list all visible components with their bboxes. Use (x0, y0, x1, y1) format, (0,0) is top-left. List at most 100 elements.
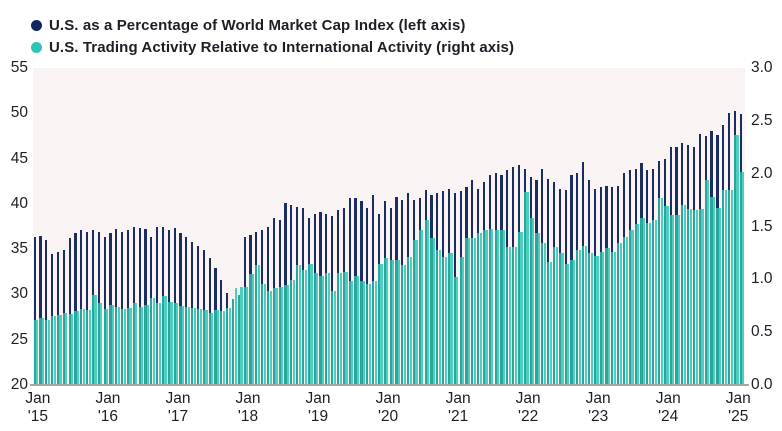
bar-trading-activity-111 (683, 205, 687, 385)
x-axis-tick-Jan21: Jan '21 (445, 390, 471, 425)
bar-market-cap-31 (214, 268, 217, 385)
bar-trading-activity-119 (730, 189, 733, 385)
bar-overlap-teal-49 (319, 276, 322, 385)
bar-overlap-teal-72 (453, 277, 456, 385)
bar-trading-activity-10 (94, 295, 97, 385)
bar-market-cap-76 (477, 188, 480, 385)
bar-overlap-teal-68 (430, 238, 433, 385)
bar-overlap-teal-53 (342, 271, 345, 385)
bar-overlap-teal-26 (185, 306, 188, 385)
bar-overlap-teal-48 (313, 273, 316, 385)
bar-overlap-teal-92 (570, 260, 573, 385)
bar-overlap-teal-102 (628, 229, 631, 385)
bar-market-cap-77 (482, 182, 486, 385)
bar-market-cap-21 (156, 227, 159, 385)
bar-market-cap-63 (401, 200, 404, 385)
bar-overlap-teal-67 (424, 220, 427, 385)
bar-trading-activity-120 (736, 134, 739, 385)
bar-trading-activity-74 (467, 238, 471, 385)
bar-trading-activity-70 (444, 257, 447, 385)
right-axis-tick-3.0: 3.0 (751, 59, 773, 76)
bar-market-cap-108 (663, 158, 666, 385)
bar-trading-activity-1 (41, 318, 45, 385)
bar-overlap-teal-42 (278, 286, 281, 385)
bar-overlap-teal-31 (214, 310, 217, 385)
bar-trading-activity-115 (707, 180, 710, 385)
bar-overlap-teal-88 (547, 262, 550, 385)
bar-trading-activity-78 (491, 228, 494, 385)
bar-overlap-teal-61 (389, 260, 392, 385)
bar-market-cap-98 (605, 185, 608, 385)
bar-overlap-teal-19 (144, 304, 147, 385)
bar-market-cap-55 (354, 198, 357, 385)
bar-trading-activity-41 (275, 287, 278, 385)
bar-overlap-teal-73 (459, 257, 462, 385)
bar-trading-activity-18 (141, 306, 144, 385)
bar-overlap-teal-112 (687, 208, 690, 385)
bar-trading-activity-79 (497, 229, 500, 385)
bar-market-cap-43 (284, 203, 287, 385)
bar-trading-activity-14 (117, 306, 120, 385)
bar-overlap-teal-108 (663, 206, 666, 385)
bar-trading-activity-91 (567, 263, 570, 385)
bar-trading-activity-98 (608, 247, 611, 385)
bar-market-cap-71 (447, 188, 451, 385)
teal-dot-icon (31, 42, 42, 53)
bar-market-cap-110 (675, 146, 678, 385)
bar-market-cap-87 (541, 168, 544, 385)
bar-market-cap-38 (255, 231, 258, 385)
bar-market-cap-121 (739, 114, 742, 385)
x-axis-tick-Jan15: Jan '15 (25, 390, 51, 425)
bar-market-cap-25 (179, 232, 182, 385)
bar-trading-activity-88 (549, 262, 552, 385)
bar-trading-activity-113 (695, 209, 698, 385)
bar-overlap-teal-94 (582, 245, 585, 385)
x-axis-tick-Jan25: Jan '25 (725, 390, 751, 425)
bar-overlap-teal-82 (512, 246, 515, 385)
bar-trading-activity-114 (701, 208, 704, 385)
bar-market-cap-92 (570, 174, 573, 385)
bar-market-cap-35 (237, 295, 240, 385)
bar-market-cap-14 (115, 229, 118, 385)
bar-trading-activity-43 (287, 284, 290, 385)
bar-market-cap-53 (342, 208, 345, 385)
bar-trading-activity-117 (718, 207, 722, 385)
bar-overlap-teal-56 (360, 281, 363, 385)
left-axis-tick-55: 55 (10, 59, 28, 76)
bar-trading-activity-108 (666, 206, 669, 385)
bar-trading-activity-44 (292, 280, 296, 385)
bar-trading-activity-101 (625, 237, 628, 385)
bar-market-cap-106 (652, 168, 655, 385)
bar-trading-activity-55 (357, 276, 360, 385)
bar-overlap-teal-115 (704, 180, 707, 385)
bar-overlap-teal-13 (109, 304, 112, 385)
bar-trading-activity-53 (345, 271, 348, 385)
bar-trading-activity-71 (450, 252, 453, 385)
bar-trading-activity-34 (234, 287, 237, 385)
bar-trading-activity-8 (82, 308, 85, 385)
bar-market-cap-30 (208, 258, 211, 385)
bar-overlap-teal-38 (255, 264, 258, 385)
bar-trading-activity-93 (578, 249, 582, 385)
bar-market-cap-1 (39, 235, 42, 385)
bar-market-cap-79 (494, 173, 497, 385)
bar-overlap-teal-51 (331, 291, 334, 385)
bar-overlap-teal-121 (739, 171, 742, 385)
bar-market-cap-102 (628, 170, 631, 385)
left-axis-tick-50: 50 (10, 104, 28, 122)
bar-market-cap-109 (669, 146, 672, 385)
bar-overlap-teal-58 (371, 281, 375, 385)
bar-trading-activity-95 (590, 252, 593, 385)
bar-overlap-teal-63 (401, 264, 404, 385)
bar-overlap-teal-91 (564, 263, 567, 385)
bar-overlap-teal-39 (261, 283, 264, 385)
bar-trading-activity-20 (152, 298, 155, 385)
bar-market-cap-27 (191, 241, 194, 385)
bar-market-cap-3 (51, 253, 54, 385)
bar-trading-activity-80 (502, 229, 506, 385)
bar-overlap-teal-35 (237, 295, 240, 385)
bar-market-cap-91 (564, 190, 567, 385)
bar-market-cap-19 (144, 229, 147, 385)
bar-trading-activity-24 (176, 302, 179, 385)
bar-trading-activity-12 (106, 308, 109, 385)
